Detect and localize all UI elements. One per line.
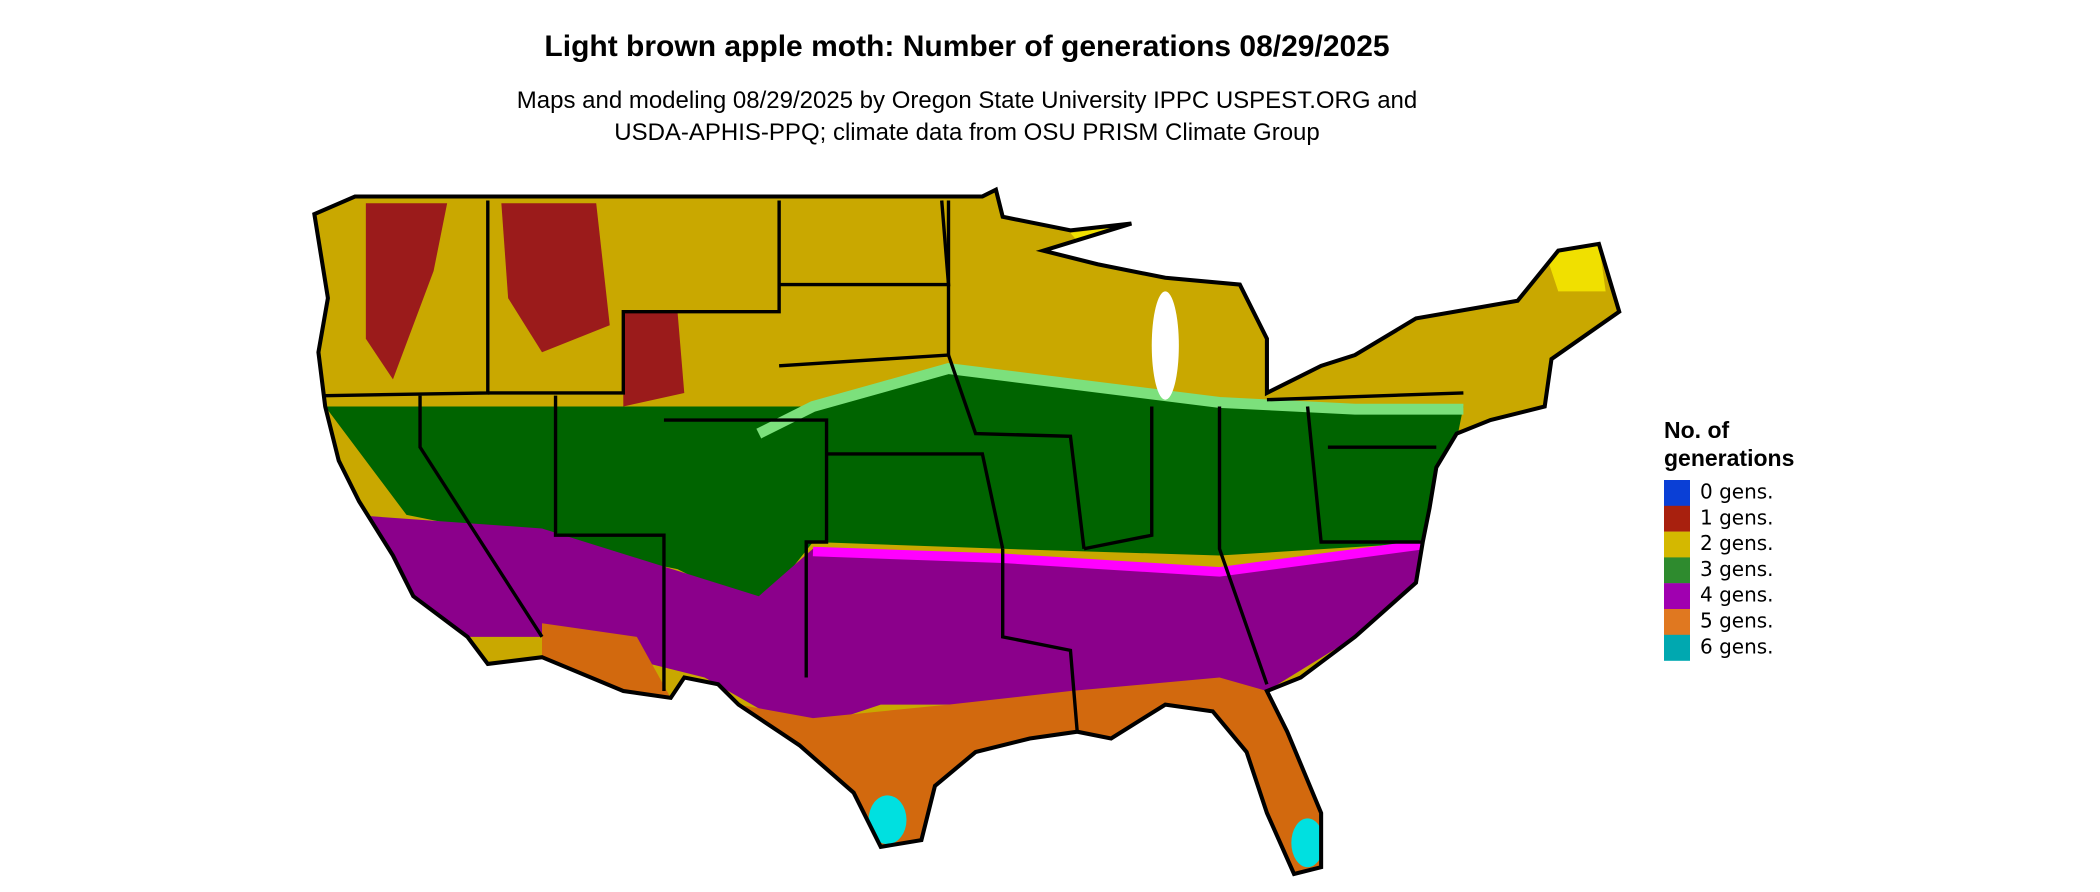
us-map (298, 176, 1639, 892)
legend-swatch (1664, 557, 1690, 584)
legend-swatch (1664, 634, 1690, 661)
legend-label: 0 gens. (1700, 480, 1774, 504)
legend-swatch (1664, 531, 1690, 558)
legend-swatch (1664, 583, 1690, 610)
legend-swatch (1664, 505, 1690, 532)
legend-swatch (1664, 609, 1690, 635)
legend-label: 5 gens. (1700, 609, 1774, 633)
legend-label: 2 gens. (1700, 531, 1774, 555)
legend-label: 1 gens. (1700, 505, 1774, 529)
legend-label: 3 gens. (1700, 557, 1774, 581)
legend-title: generations (1664, 445, 1794, 471)
map-title: Light brown apple moth: Number of genera… (544, 30, 1389, 63)
legend: 0 gens.1 gens.2 gens.3 gens.4 gens.5 gen… (1664, 480, 1774, 661)
map-subtitle: Maps and modeling 08/29/2025 by Oregon S… (517, 87, 1417, 114)
legend-swatch (1664, 480, 1690, 506)
legend-label: 4 gens. (1700, 583, 1774, 607)
legend-label: 6 gens. (1700, 634, 1774, 658)
map-subtitle: USDA-APHIS-PPQ; climate data from OSU PR… (614, 119, 1320, 146)
legend-title: No. of (1664, 417, 1729, 443)
